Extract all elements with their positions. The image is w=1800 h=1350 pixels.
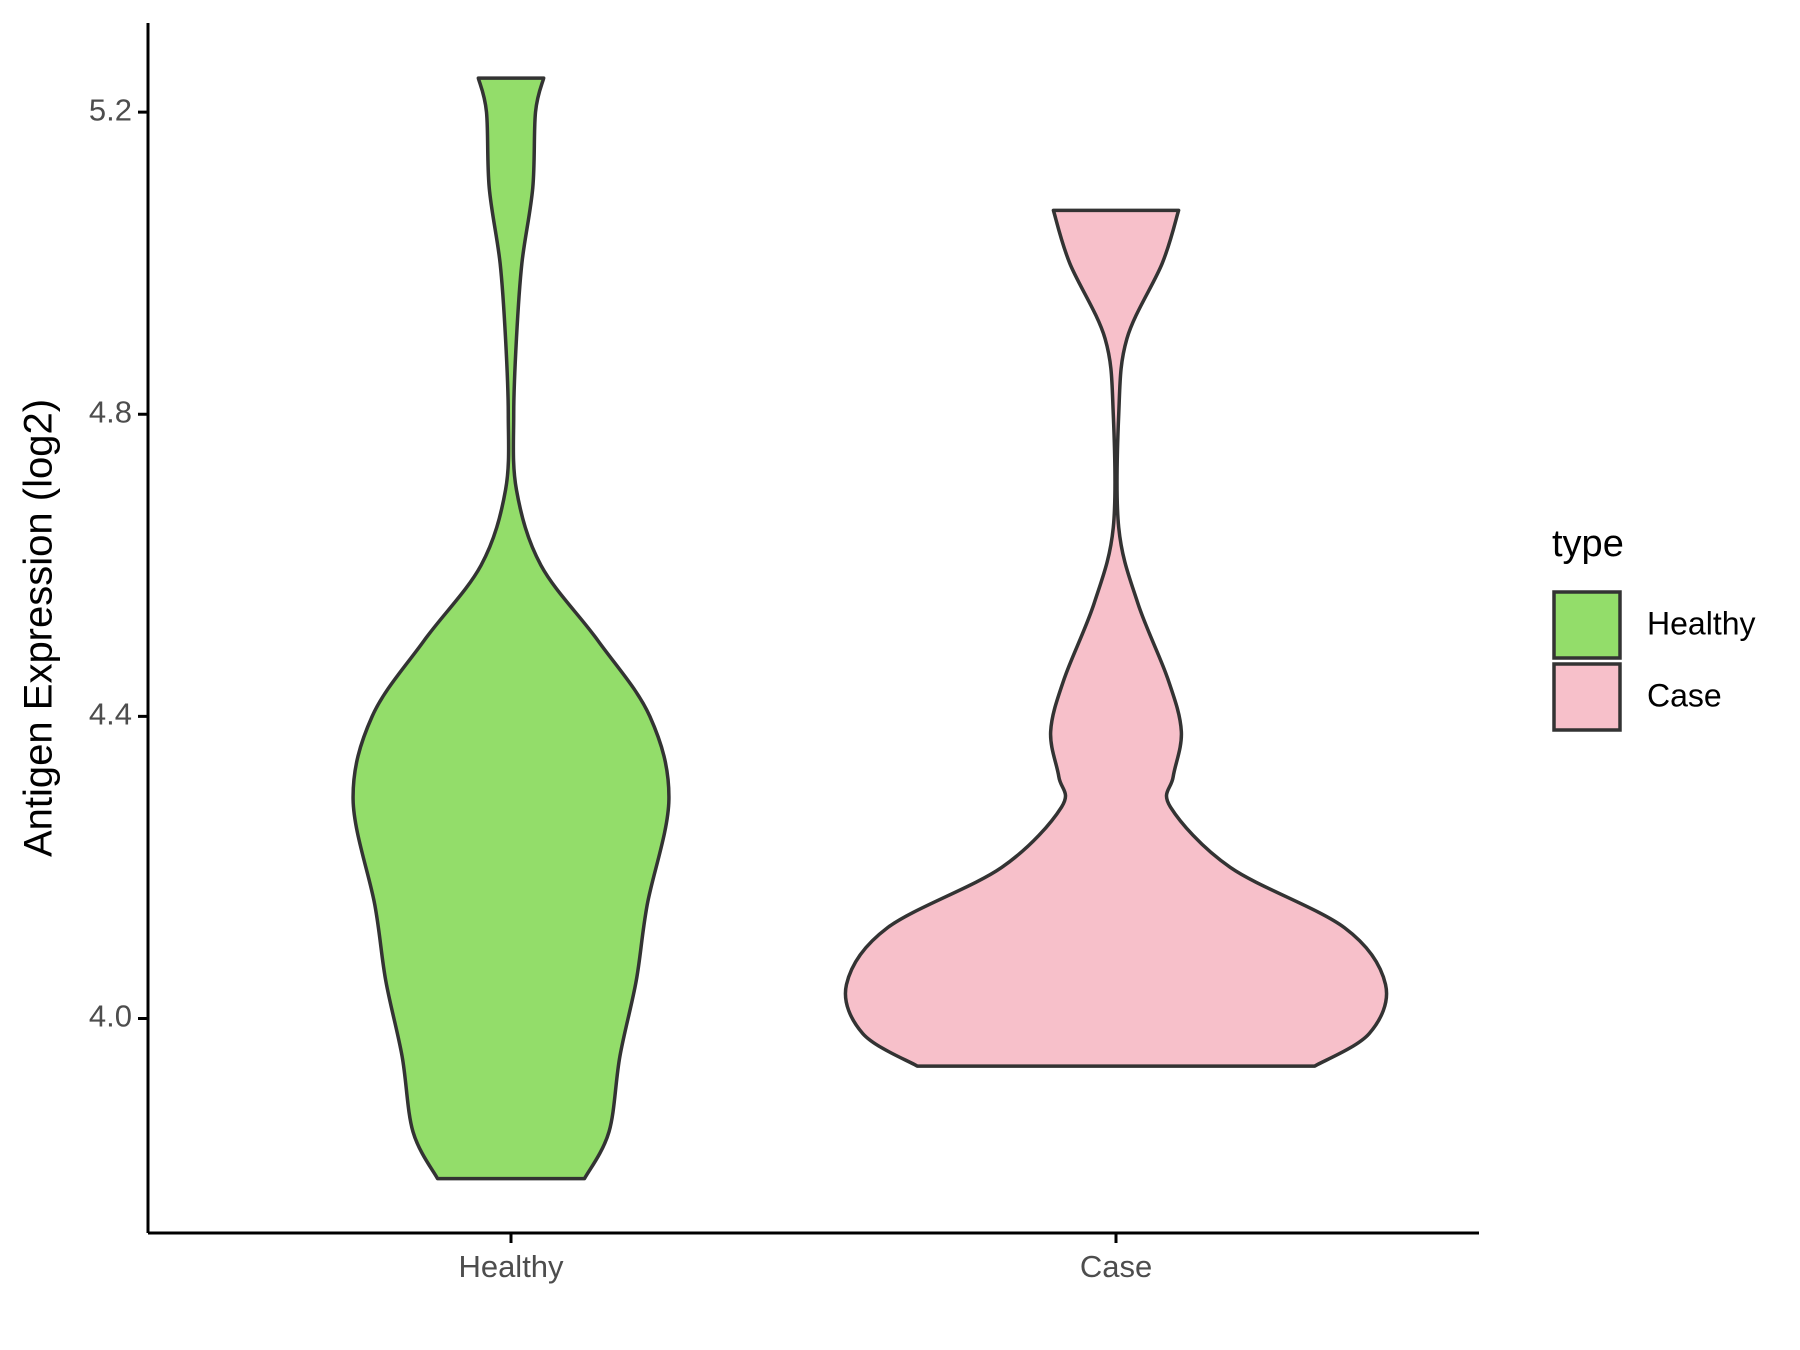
- violin: [843, 208, 1389, 1068]
- legend-title: type: [1552, 523, 1624, 565]
- legend-label: Case: [1647, 677, 1722, 713]
- y-tick-label: 5.2: [89, 92, 132, 127]
- legend-label: Healthy: [1647, 605, 1756, 641]
- x-tick-label: Case: [1080, 1249, 1152, 1284]
- y-tick-label: 4.0: [89, 999, 132, 1034]
- legend-key: [1552, 590, 1622, 660]
- violin: [351, 76, 671, 1181]
- y-tick-label: 4.8: [89, 394, 132, 429]
- y-tick-label: 4.4: [89, 697, 132, 732]
- x-tick-label: Healthy: [458, 1249, 564, 1284]
- y-axis-label: Antigen Expression (log2): [17, 399, 61, 857]
- legend-key: [1552, 662, 1622, 732]
